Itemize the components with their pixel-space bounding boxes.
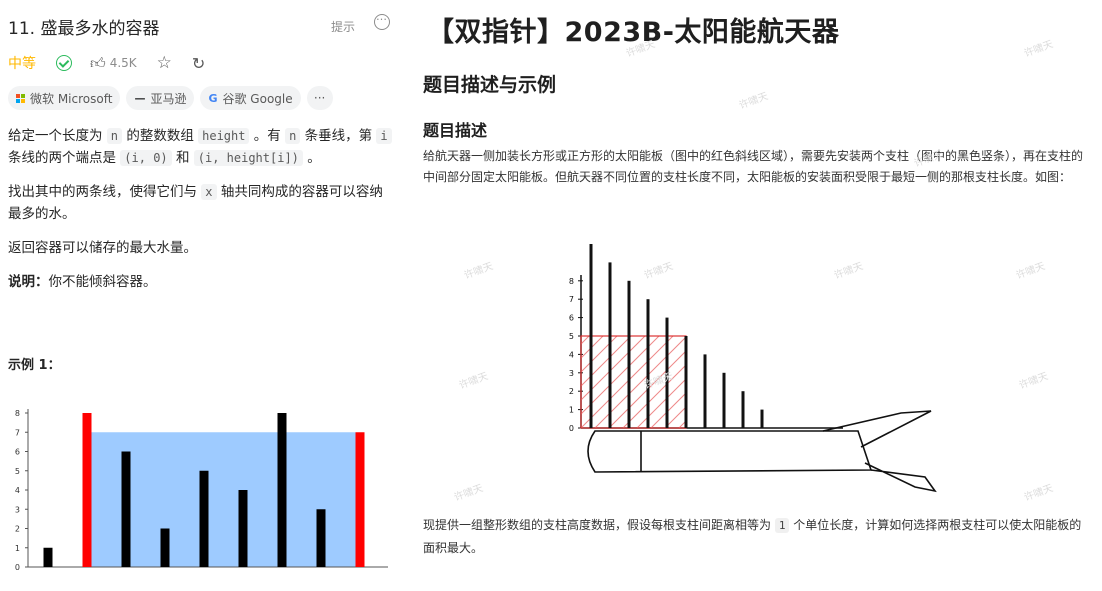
tag-label: 亚马逊 bbox=[150, 91, 187, 106]
fig-y-tick-label: 0 bbox=[569, 424, 574, 433]
bar bbox=[277, 413, 287, 567]
bar bbox=[121, 451, 131, 567]
pillar bbox=[703, 354, 707, 428]
thumbs-up-icon[interactable]: 👍︎ bbox=[90, 53, 106, 72]
y-tick-label: 0 bbox=[15, 563, 20, 572]
share-icon[interactable]: ↻ bbox=[191, 53, 206, 73]
y-tick-label: 8 bbox=[15, 409, 20, 418]
fig-y-tick-label: 5 bbox=[569, 332, 574, 341]
problem-meta: 中等 👍︎ 4.5K ☆ ↻ bbox=[8, 52, 205, 74]
section-heading: 题目描述与示例 bbox=[423, 74, 557, 96]
bar bbox=[316, 509, 326, 567]
desc-note: 说明：你不能倾斜容器。 bbox=[8, 274, 157, 290]
fig-y-tick-label: 8 bbox=[569, 277, 574, 286]
microsoft-logo-icon bbox=[16, 93, 25, 103]
y-tick-label: 6 bbox=[15, 448, 20, 457]
fig-y-tick-label: 6 bbox=[569, 314, 574, 323]
tag-microsoft[interactable]: 微软 Microsoft bbox=[8, 86, 121, 110]
tag-label: 微软 Microsoft bbox=[30, 91, 113, 106]
fig-y-tick-label: 3 bbox=[569, 369, 574, 378]
rocket-fin-top bbox=[822, 410, 932, 448]
pillar bbox=[627, 280, 631, 428]
watermark: 许啸天 bbox=[457, 371, 490, 392]
spacecraft-figure: 0 1 2 3 4 5 6 7 8 bbox=[569, 244, 937, 493]
watermark: 许啸天 bbox=[1014, 261, 1047, 282]
google-logo-icon: G bbox=[208, 91, 218, 105]
fig-y-tick-label: 2 bbox=[569, 387, 574, 396]
desc-paragraph-1: 给定一个长度为 n 的整数数组 height 。有 n 条垂线，第 i 条线的两… bbox=[8, 125, 393, 169]
watermark: 许啸天 bbox=[452, 483, 485, 504]
solved-check-icon bbox=[56, 55, 72, 71]
star-icon[interactable]: ☆ bbox=[156, 53, 172, 73]
hint-link[interactable]: 提示 bbox=[331, 20, 356, 34]
article-paragraph-2: 现提供一组整形数组的支柱高度数据，假设每根支柱间距离相等为 1 个单位长度，计算… bbox=[423, 518, 1082, 555]
rocket-fin-bottom bbox=[864, 462, 937, 493]
pillar bbox=[589, 244, 593, 428]
y-tick-label: 3 bbox=[15, 505, 20, 514]
watermark: 许啸天 bbox=[1022, 483, 1055, 504]
pillar bbox=[665, 317, 669, 428]
desc-paragraph-3: 返回容器可以储存的最大水量。 bbox=[8, 240, 197, 256]
solar-panel-outline bbox=[580, 335, 687, 429]
problem-title: 11. 盛最多水的容器 bbox=[8, 19, 160, 39]
tag-google[interactable]: G 谷歌 Google bbox=[200, 86, 301, 110]
pillar bbox=[741, 391, 745, 428]
pillar bbox=[684, 336, 688, 428]
y-tick-label: 1 bbox=[15, 544, 20, 553]
rocket-body bbox=[587, 430, 873, 473]
y-tick-label: 5 bbox=[15, 467, 20, 476]
watermark: 许啸天 bbox=[1017, 371, 1050, 392]
pillar bbox=[608, 262, 612, 428]
bar bbox=[160, 528, 170, 567]
tag-amazon[interactable]: — 亚马逊 bbox=[126, 86, 195, 110]
watermark: 许啸天 bbox=[462, 261, 495, 282]
pillar bbox=[722, 372, 726, 428]
example-title: 示例 1： bbox=[8, 358, 61, 373]
watermark: 许啸天 bbox=[737, 91, 770, 112]
article-panel: 【双指针】2023B-太阳能航天器 题目描述与示例 题目描述 给航天器一侧加装长… bbox=[403, 0, 1102, 591]
bar bbox=[355, 432, 365, 567]
like-count: 4.5K bbox=[109, 56, 137, 70]
y-tick-label: 7 bbox=[15, 428, 20, 437]
fig-y-tick-label: 4 bbox=[569, 350, 574, 359]
bar bbox=[238, 490, 248, 567]
fig-y-tick-label: 1 bbox=[569, 406, 574, 415]
bar bbox=[43, 547, 53, 567]
example-bar-chart: 0 1 2 3 4 5 6 7 8 bbox=[15, 409, 388, 572]
bar bbox=[199, 470, 209, 567]
problem-description: 给定一个长度为 n 的整数数组 height 。有 n 条垂线，第 i 条线的两… bbox=[8, 125, 393, 305]
water-area bbox=[91, 432, 356, 567]
y-tick-label: 4 bbox=[15, 486, 20, 495]
pillar bbox=[646, 299, 650, 428]
subsection-heading: 题目描述 bbox=[423, 121, 488, 140]
article-title: 【双指针】2023B-太阳能航天器 bbox=[427, 17, 840, 48]
difficulty-badge: 中等 bbox=[8, 56, 36, 72]
company-tags: 微软 Microsoft — 亚马逊 G 谷歌 Google ··· bbox=[8, 86, 333, 110]
pillar bbox=[760, 409, 764, 428]
amazon-logo-icon: — bbox=[134, 91, 146, 105]
desc-paragraph-2: 找出其中的两条线，使得它们与 x 轴共同构成的容器可以容纳最多的水。 bbox=[8, 184, 383, 222]
more-tags-button[interactable]: ··· bbox=[306, 86, 333, 110]
more-options-icon[interactable] bbox=[374, 10, 390, 30]
tag-label: 谷歌 Google bbox=[222, 91, 293, 106]
fig-y-tick-label: 7 bbox=[569, 295, 574, 304]
problem-panel: 11. 盛最多水的容器 提示 中等 👍︎ 4.5K ☆ ↻ 微软 Microso… bbox=[0, 0, 400, 591]
y-tick-label: 2 bbox=[15, 525, 20, 534]
watermark: 许啸天 bbox=[1022, 39, 1055, 60]
bar bbox=[82, 413, 92, 567]
article-paragraph-1: 给航天器一侧加装长方形或正方形的太阳能板（图中的红色斜线区域），需要先安装两个支… bbox=[423, 149, 1084, 184]
